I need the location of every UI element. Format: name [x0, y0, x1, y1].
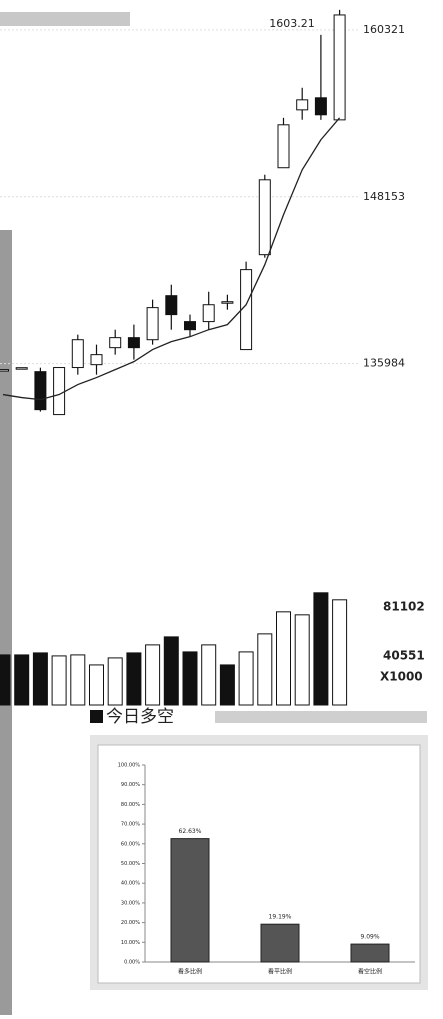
y-tick-label: 100.00%: [118, 763, 140, 769]
volume-bar: [201, 644, 217, 706]
y-tick-label: 60.00%: [121, 841, 140, 847]
y-tick-label: 40551: [383, 648, 425, 662]
scan-strip: [0, 230, 12, 1015]
volume-bar: [238, 651, 254, 706]
volume-bar: [107, 657, 123, 706]
volume-bar: [14, 654, 30, 706]
candle-body: [90, 354, 103, 366]
volume-bar: [182, 651, 198, 706]
y-tick-label: 135984: [363, 357, 405, 370]
candle-body: [240, 269, 253, 351]
value-label: 19.19%: [269, 914, 292, 921]
plot-area: [97, 744, 421, 984]
title-square: [90, 710, 103, 723]
bar: [260, 923, 300, 963]
candle-body: [71, 339, 84, 369]
candle-body: [333, 14, 346, 121]
annotation: 1603.21: [269, 17, 315, 30]
y-tick-label: 30.00%: [121, 900, 140, 906]
volume-bar: [257, 633, 273, 706]
value-label: 62.63%: [179, 828, 202, 835]
x-tick-label: 看空比例: [358, 968, 382, 976]
y-tick-label: 20.00%: [121, 920, 140, 926]
volume-bar: [145, 644, 161, 706]
bar: [350, 943, 390, 963]
y-tick-label: 90.00%: [121, 782, 140, 788]
candle-body: [146, 307, 159, 341]
value-label: 9.09%: [360, 934, 379, 941]
chart-title: 今日多空: [106, 707, 174, 727]
title-bar: [215, 711, 427, 723]
candle-body: [184, 321, 196, 331]
y-tick-label: 70.00%: [121, 822, 140, 828]
volume-bar: [332, 599, 348, 706]
volume-bar: [294, 614, 310, 706]
x-tick-label: 看平比例: [268, 968, 292, 976]
volume-bar: [163, 636, 179, 706]
y-tick-label: 160321: [363, 23, 405, 36]
candle-body: [221, 301, 234, 304]
volume-bar: [51, 655, 67, 706]
y-tick-label: 10.00%: [121, 940, 140, 946]
y-tick-label: 40.00%: [121, 881, 140, 887]
volume-bar: [313, 592, 329, 706]
header-bar: [0, 12, 130, 26]
candle-body: [277, 124, 290, 169]
volume-bar: [0, 654, 11, 706]
candle-body: [296, 99, 309, 111]
bar: [170, 838, 210, 963]
volume-bar: [219, 664, 235, 706]
x-tick-label: 看多比例: [178, 968, 202, 976]
unit-label: X1000: [380, 670, 423, 684]
y-tick-label: 50.00%: [121, 861, 140, 867]
candle-body: [314, 97, 327, 116]
moving-average: [2, 117, 341, 401]
y-tick-label: 81102: [383, 599, 425, 613]
candle-body: [165, 295, 178, 316]
candle-body: [15, 367, 28, 370]
candle-body: [258, 179, 271, 256]
volume-bar: [89, 664, 104, 706]
candle-body: [34, 371, 47, 411]
volume-bar: [32, 652, 48, 706]
candle-body: [109, 337, 122, 349]
candle-body: [202, 304, 215, 323]
y-tick-label: 80.00%: [121, 802, 140, 808]
volume-bar: [276, 611, 291, 706]
candle-body: [127, 337, 140, 349]
candle-body: [53, 367, 66, 416]
volume-bar: [70, 654, 86, 706]
y-tick-label: 148153: [363, 190, 405, 203]
candle-body: [0, 369, 9, 372]
volume-bar: [126, 652, 142, 706]
y-tick-label: 0.00%: [124, 960, 140, 966]
